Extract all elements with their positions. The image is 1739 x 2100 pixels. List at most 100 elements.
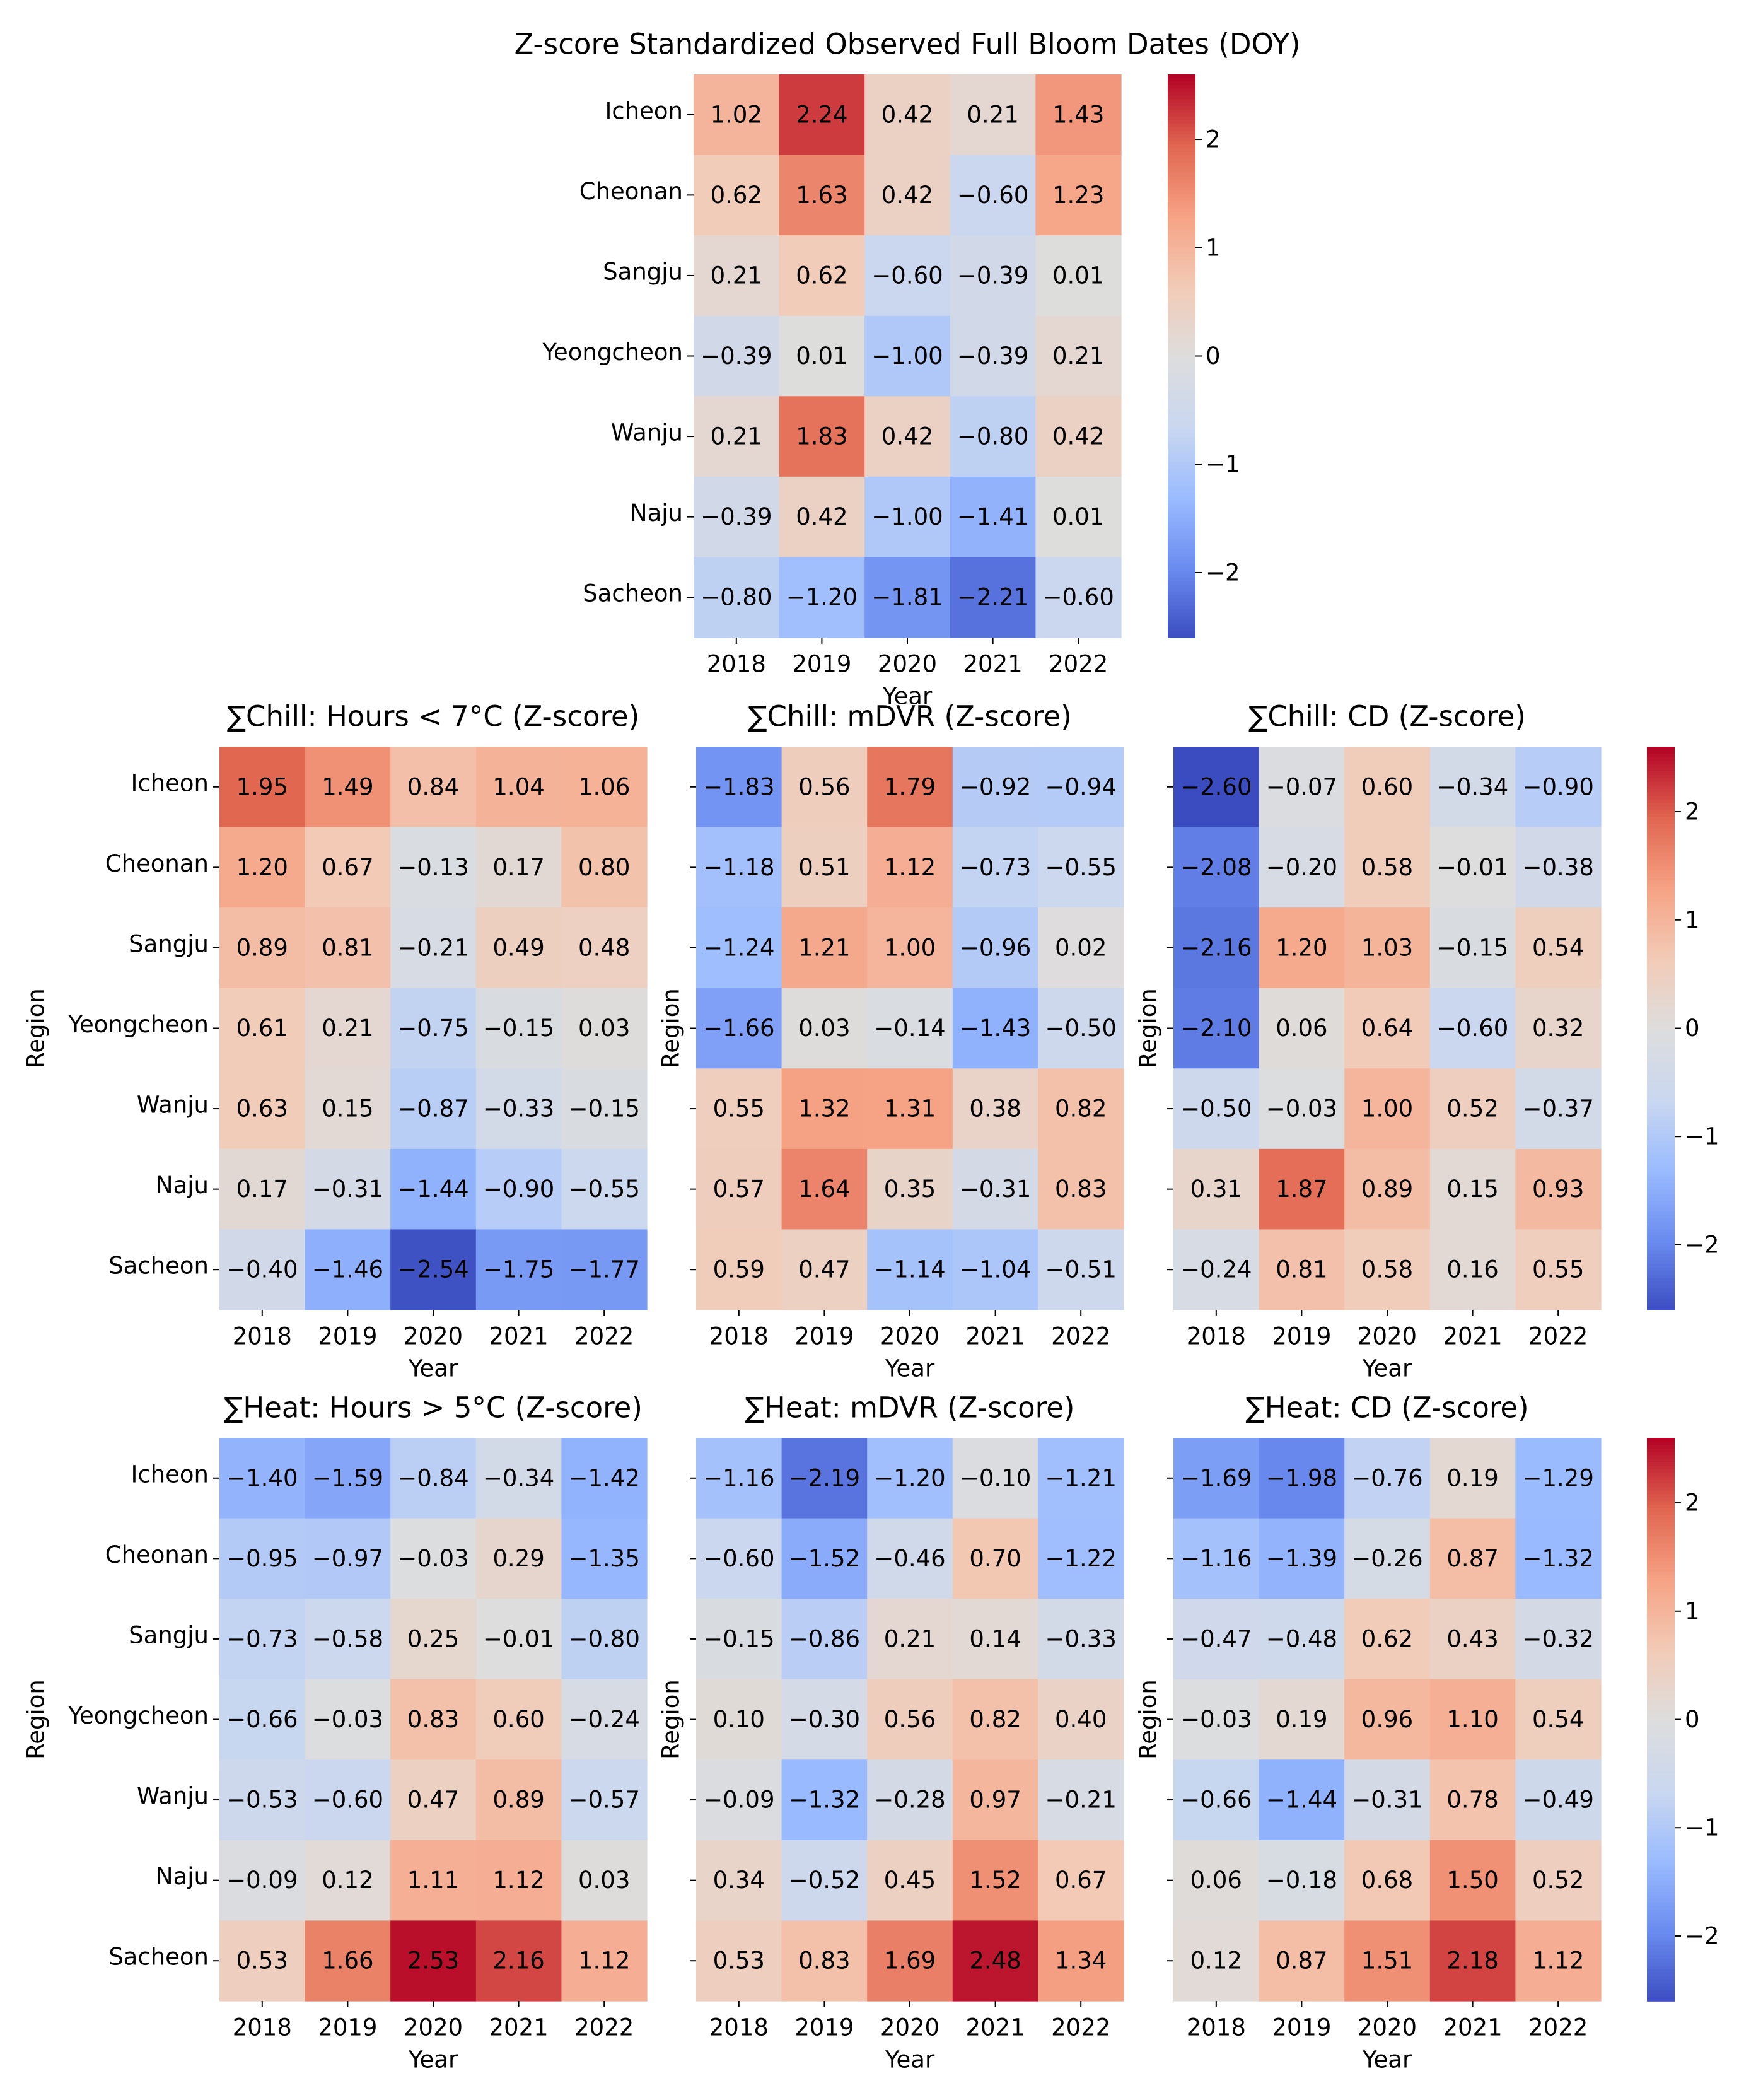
y-tick-label: Sacheon [108,1944,209,1971]
heatmap-cell [390,988,477,1069]
colorbar-segment [1647,972,1675,976]
heatmap-cell [781,1518,868,1599]
cell-value-label: 0.42 [881,101,933,128]
heatmap-cell [1259,1920,1345,2002]
cell-value-label: 1.79 [884,773,936,800]
colorbar-segment [1647,1652,1675,1657]
colorbar-segment [1647,1109,1675,1114]
colorbar-tick-label: −2 [1206,559,1240,586]
heatmap-cell [475,1599,562,1680]
colorbar-segment [1168,78,1195,82]
colorbar-segment [1168,391,1195,395]
heatmap-cell [952,1068,1038,1150]
heatmap-cell [1344,1148,1431,1230]
colorbar-segment [1647,1242,1675,1247]
heatmap-cell [390,1840,477,1922]
cell-value-label: −0.28 [874,1787,945,1814]
colorbar-segment [1647,1010,1675,1015]
cell-value-label: −0.92 [960,773,1031,800]
colorbar-segment [1647,761,1675,765]
cell-value-label: 0.03 [578,1015,630,1042]
panel-title: ∑Heat: mDVR (Z-score) [745,1391,1075,1425]
colorbar-segment [1168,426,1195,431]
heatmap-chill-cd: ∑Chill: CD (Z-score)−2.60 −0.07 0.60 −0.34−… [1135,700,1602,1382]
x-tick-label: 2020 [404,1323,463,1350]
cell-value-label: 1.02 [711,101,762,128]
heatmap-cell [1344,1840,1431,1922]
colorbar-segment [1647,1000,1675,1005]
heatmap-cell [1259,1759,1345,1841]
colorbar-segment [1647,788,1675,793]
cell-value-label: −1.16 [703,1464,774,1491]
y-axis-label: Region [1135,1679,1162,1759]
colorbar-segment [1647,1850,1675,1854]
colorbar-segment [1168,173,1195,177]
colorbar-segment [1647,1884,1675,1889]
colorbar-segment [1647,1438,1675,1442]
heatmap-cell [1038,1229,1124,1310]
cell-value-label: −0.31 [960,1175,1031,1203]
colorbar-segment [1647,1628,1675,1632]
colorbar-segment [1168,535,1195,540]
cell-value-label: 0.12 [1190,1947,1242,1975]
cell-value-label: 1.00 [1361,1095,1413,1123]
colorbar-segment [1168,124,1195,128]
colorbar-segment [1647,1899,1675,1903]
colorbar-segment [1647,1712,1675,1717]
colorbar-segment [1647,1951,1675,1956]
heatmap-cell [475,1920,562,2002]
cell-value-label: −0.01 [483,1625,554,1652]
cell-value-label: 1.63 [796,182,847,209]
y-tick-label: Cheonan [105,1541,209,1568]
heatmap-cell [561,1679,648,1760]
colorbar-segment [1647,1870,1675,1875]
cell-value-label: 0.54 [1532,934,1584,961]
heatmap-cell [1515,1518,1602,1599]
heatmap-cell [694,74,780,156]
colorbar-segment [1647,1800,1675,1805]
colorbar-segment [1168,300,1195,304]
cell-value-label: −0.73 [960,854,1031,881]
colorbar-segment [1647,1821,1675,1826]
cell-value-label: −0.87 [397,1095,468,1123]
colorbar-segment [1647,950,1675,955]
cell-value-label: −1.39 [1266,1545,1337,1572]
colorbar-segment [1647,1035,1675,1040]
colorbar-segment [1647,870,1675,874]
heatmap-cell [1173,1438,1260,1519]
heatmap-cell [1515,1920,1602,2002]
colorbar: 2 1 0 −1 −2 [1168,74,1240,638]
cell-value-label: −0.60 [703,1545,774,1572]
heatmap-cell [1429,747,1516,828]
cell-value-label: −0.47 [1180,1625,1252,1652]
colorbar-segment [1647,817,1675,822]
cell-value-label: 0.01 [1052,503,1104,530]
heatmap-cell [779,396,865,477]
cell-value-label: 0.83 [1055,1175,1107,1203]
heatmap-cell [219,1759,306,1841]
heatmap-cell [1515,1148,1602,1230]
cell-value-label: 1.69 [884,1947,936,1975]
colorbar-segment [1647,1522,1675,1527]
heatmap-cell [864,396,951,477]
x-tick-label: 2021 [963,651,1023,678]
x-tick-label: 2020 [880,2014,939,2041]
colorbar-segment [1647,1606,1675,1611]
colorbar-segment [1168,254,1195,259]
colorbar-segment [1647,1483,1675,1488]
y-tick-label: Wanju [137,1092,209,1119]
heatmap-cell [1515,907,1602,989]
colorbar-segment [1647,1842,1675,1847]
heatmap-cell [475,1438,562,1519]
colorbar-segment [1168,366,1195,371]
heatmap-cell [952,1148,1038,1230]
colorbar-segment [1647,1797,1675,1801]
heatmap-cell [1429,1068,1516,1150]
colorbar-segment [1647,1811,1675,1815]
colorbar-segment [1168,148,1195,153]
cell-value-label: −0.96 [960,934,1031,961]
heatmap-cell [1344,1438,1431,1519]
heatmap-cell [867,827,953,908]
heatmap-cell [1429,1920,1516,2002]
cell-value-label: 0.06 [1276,1015,1327,1042]
